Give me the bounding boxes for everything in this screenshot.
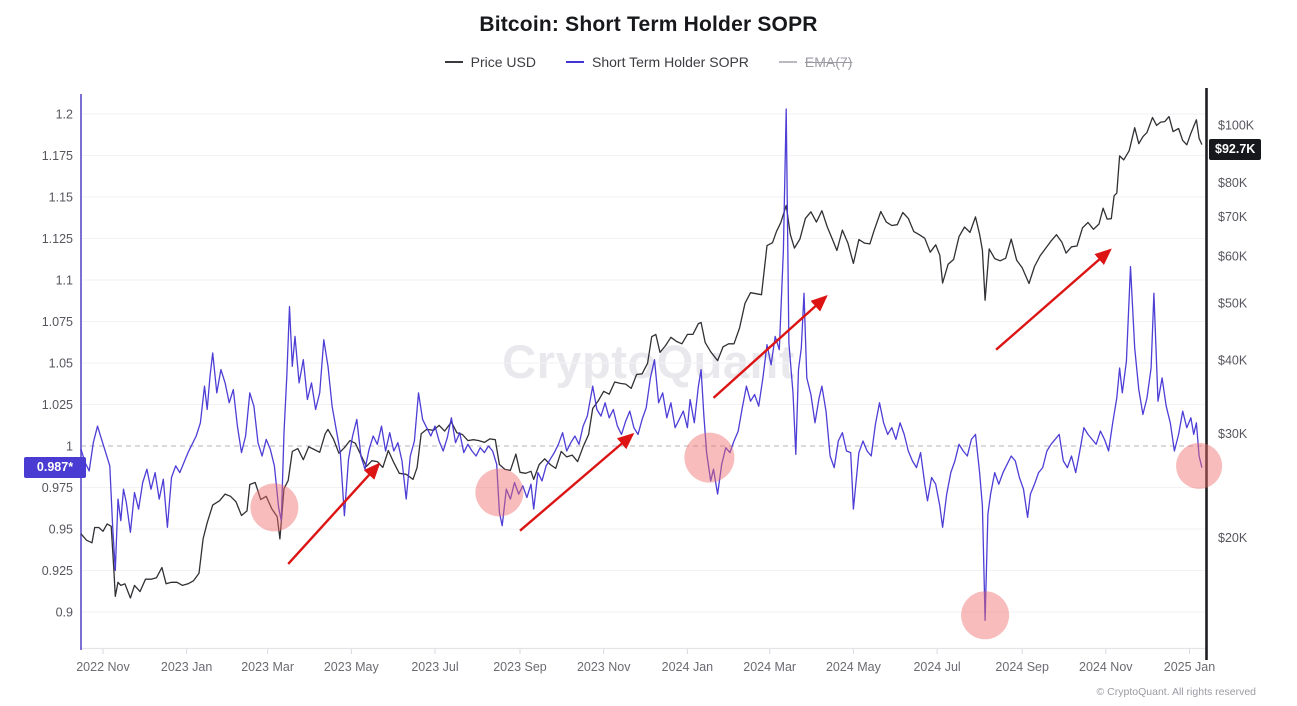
sth-sopr-line [80,108,1203,621]
highlight-circle [1176,442,1223,489]
trend-arrow [519,432,635,532]
x-tick-label: 2023 Jan [161,660,212,674]
legend-label: Short Term Holder SOPR [592,54,749,70]
x-tick-label: 2024 May [826,660,882,674]
legend: Price USD Short Term Holder SOPR EMA(7) [0,54,1297,70]
legend-item-short-term-holder-sopr[interactable]: Short Term Holder SOPR [566,54,749,70]
legend-item-price-usd[interactable]: Price USD [444,54,536,70]
sopr-axis-tick-label: 0.9 [56,606,73,620]
x-tick-label: 2024 Sep [995,660,1049,674]
sopr-axis-tick-label: 1.125 [42,232,73,246]
sopr-axis-tick-label: 1 [66,440,73,454]
sopr-axis-tick-label: 1.075 [42,315,73,329]
x-tick-label: 2022 Nov [76,660,130,674]
x-tick-label: 2024 Mar [743,660,796,674]
legend-label: Price USD [470,54,536,70]
highlight-circle [684,432,735,483]
current-sopr-badge: 0.987* [24,456,86,479]
price-axis-tick-label: $40K [1218,353,1248,367]
x-tick-label: 2023 Jul [411,660,458,674]
legend-swatch [566,61,584,63]
price-usd-line [80,115,1203,599]
x-tick-label: 2024 Jan [662,660,713,674]
highlight-circle [250,483,299,532]
sopr-axis-tick-label: 0.975 [42,481,73,495]
price-axis-tick-label: $50K [1218,296,1248,310]
x-tick-label: 2023 Sep [493,660,547,674]
sopr-axis-tick-label: 0.925 [42,564,73,578]
price-axis-tick-label: $70K [1218,210,1248,224]
highlight-circle [475,468,524,517]
trend-arrow [287,462,381,565]
sopr-axis-tick-label: 1.15 [49,191,73,205]
sopr-axis-tick-label: 1.175 [42,149,73,163]
x-tick-label: 2025 Jan [1164,660,1215,674]
sopr-axis-tick-label: 1.05 [49,357,73,371]
legend-label: EMA(7) [804,54,853,70]
legend-item-ema-7-[interactable]: EMA(7) [778,54,853,70]
sopr-axis-tick-label: 0.95 [49,523,73,537]
x-tick-label: 2024 Jul [913,660,960,674]
trend-arrow [712,294,828,399]
price-axis-tick-label: $100K [1218,119,1255,133]
x-tick-label: 2023 May [324,660,380,674]
sopr-axis-tick-label: 1.025 [42,398,73,412]
sopr-axis-tick-label: 1.2 [56,108,73,122]
current-price-badge: $92.7K [1209,138,1262,161]
price-axis-tick-label: $80K [1218,176,1248,190]
chart-title: Bitcoin: Short Term Holder SOPR [479,13,818,36]
trend-arrow [995,248,1112,351]
price-axis-tick-label: $20K [1218,531,1248,545]
price-axis-tick-label: $60K [1218,250,1248,264]
x-tick-label: 2024 Nov [1079,660,1133,674]
x-tick-label: 2023 Mar [241,660,294,674]
sopr-axis-tick-label: 1.1 [56,274,73,288]
legend-swatch [444,61,463,63]
highlight-circle [961,591,1010,640]
x-tick-label: 2023 Nov [577,660,631,674]
price-axis-tick-label: $30K [1218,427,1248,441]
copyright-notice: © CryptoQuant. All rights reserved [1096,686,1256,698]
legend-swatch [778,61,797,63]
